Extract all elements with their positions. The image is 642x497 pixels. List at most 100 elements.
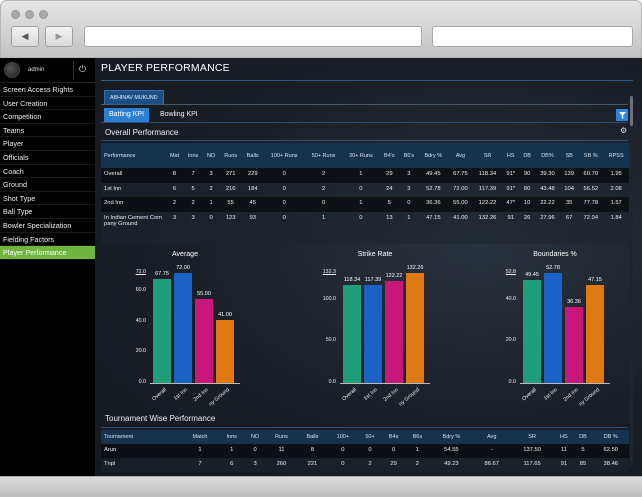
gear-icon[interactable]: ⚙ xyxy=(620,126,628,135)
column-header[interactable]: DB% xyxy=(534,143,560,168)
sidebar-item-bowler-specialization[interactable]: Bowler Specialization xyxy=(0,219,95,233)
tab-bowling-kpi[interactable]: Bowling KPI xyxy=(160,111,198,118)
avatar[interactable] xyxy=(4,62,20,78)
tab-batting-kpi[interactable]: Batting KPI xyxy=(104,108,150,122)
sidebar-item-user-creation[interactable]: User Creation xyxy=(0,97,95,111)
y-axis-tick: 0.0 xyxy=(508,379,516,385)
column-header[interactable]: B4s xyxy=(381,430,406,444)
sidebar-item-coach[interactable]: Coach xyxy=(0,165,95,179)
column-header[interactable]: Bdry % xyxy=(418,143,448,168)
table-cell: 55 xyxy=(219,197,242,212)
back-button[interactable]: ◀ xyxy=(11,26,39,47)
column-header[interactable]: Bdry % xyxy=(429,430,474,444)
scrollbar-track[interactable] xyxy=(630,96,633,466)
divider xyxy=(73,61,74,80)
table-cell: 7 xyxy=(183,168,203,183)
sidebar-item-player-performance[interactable]: Player Performance xyxy=(0,246,95,260)
sidebar-item-competition[interactable]: Competition xyxy=(0,110,95,124)
table-cell: 22.22 xyxy=(534,197,560,212)
sidebar-item-ground[interactable]: Ground xyxy=(0,178,95,192)
close-window-button[interactable] xyxy=(11,10,20,19)
column-header[interactable]: 30+ Runs xyxy=(342,143,380,168)
chart-bar[interactable] xyxy=(153,279,171,383)
sidebar-item-ball-type[interactable]: Ball Type xyxy=(0,205,95,219)
chart-bar[interactable] xyxy=(385,281,403,383)
column-header[interactable]: B6s xyxy=(405,430,430,444)
column-header[interactable]: HS xyxy=(502,143,520,168)
table-cell: 77.78 xyxy=(578,197,604,212)
chart-bar[interactable] xyxy=(523,279,541,383)
sidebar-item-shot-type[interactable]: Shot Type xyxy=(0,192,95,206)
table-row: 2nd Inn 2 2 1 55 45 0 0 1 5 0 36.36 55.00 122.22 47* 10… xyxy=(101,197,629,212)
sidebar-item-officials[interactable]: Officials xyxy=(0,151,95,165)
column-header[interactable]: Balls xyxy=(297,430,328,444)
table-cell: 6 xyxy=(218,458,245,472)
table-cell: 8 xyxy=(165,168,184,183)
column-header[interactable]: DB xyxy=(519,143,535,168)
column-header[interactable]: Match xyxy=(181,430,219,444)
table-cell: 27.96 xyxy=(534,211,560,244)
column-header[interactable]: SB % xyxy=(578,143,604,168)
column-header[interactable]: DB % xyxy=(592,430,629,444)
chart-bar[interactable] xyxy=(544,273,562,383)
chart-bar[interactable] xyxy=(343,284,361,383)
column-header[interactable]: 100+ xyxy=(327,430,359,444)
maximize-window-button[interactable] xyxy=(39,10,48,19)
filter-button[interactable] xyxy=(616,109,628,121)
tournament-performance-title: Tournament Wise Performance xyxy=(105,414,216,423)
scrollbar-thumb[interactable] xyxy=(630,96,633,126)
y-axis-tick: 20.0 xyxy=(505,337,516,344)
tab-player[interactable]: ABHINAV MUKUND xyxy=(104,90,164,104)
minimize-window-button[interactable] xyxy=(25,10,34,19)
column-header[interactable]: SR xyxy=(472,143,503,168)
column-header[interactable]: Inns xyxy=(218,430,245,444)
column-header[interactable]: SR xyxy=(509,430,555,444)
chart-bar[interactable] xyxy=(406,273,424,383)
column-header[interactable]: Avg xyxy=(473,430,510,444)
column-header[interactable]: Avg xyxy=(447,143,473,168)
table-cell: 3 xyxy=(183,211,203,244)
column-header[interactable]: Inns xyxy=(183,143,203,168)
sidebar-item-fielding-factors[interactable]: Fielding Factors xyxy=(0,233,95,247)
column-header[interactable]: HS xyxy=(554,430,574,444)
column-header[interactable]: Mat xyxy=(165,143,184,168)
sidebar-item-screen-access-rights[interactable]: Screen Access Rights xyxy=(0,83,95,97)
column-header[interactable]: DB xyxy=(573,430,593,444)
column-header[interactable]: 50+ Runs xyxy=(304,143,343,168)
table-cell: 3 xyxy=(165,211,184,244)
forward-button[interactable]: ▶ xyxy=(45,26,73,47)
chart-bar[interactable] xyxy=(216,320,234,383)
power-icon[interactable]: ⏻ xyxy=(79,64,87,74)
bar-value-label: 47.15 xyxy=(588,276,602,283)
table-cell: 1st Inn xyxy=(101,182,166,197)
divider xyxy=(101,140,628,141)
column-header[interactable]: SB xyxy=(559,143,579,168)
chart-bar[interactable] xyxy=(565,307,583,383)
bar-value-label: 67.75 xyxy=(155,271,169,278)
table-cell: 3 xyxy=(399,182,419,197)
sidebar-item-teams[interactable]: Teams xyxy=(0,124,95,138)
column-header[interactable]: Tournament xyxy=(101,430,182,444)
column-header[interactable]: Runs xyxy=(265,430,298,444)
browser-search-bar[interactable] xyxy=(432,26,633,47)
table-cell: 13 xyxy=(379,211,400,244)
column-header[interactable]: RPSS xyxy=(603,143,629,168)
column-header[interactable]: 100+ Runs xyxy=(263,143,305,168)
address-bar[interactable] xyxy=(84,26,422,47)
column-header[interactable]: 50+ xyxy=(358,430,382,444)
chart-bar[interactable] xyxy=(364,285,382,383)
table-cell: 3 xyxy=(244,458,266,472)
chart-bar[interactable] xyxy=(195,298,213,383)
column-header[interactable]: NO xyxy=(202,143,220,168)
column-header[interactable]: Performance xyxy=(101,143,166,168)
column-header[interactable]: B4's xyxy=(379,143,400,168)
column-header[interactable]: B6's xyxy=(399,143,419,168)
table-cell: 1 xyxy=(181,444,219,458)
table-cell: Overall xyxy=(101,168,166,183)
column-header[interactable]: Balls xyxy=(242,143,264,168)
chart-bar[interactable] xyxy=(586,284,604,383)
column-header[interactable]: Runs xyxy=(219,143,242,168)
sidebar-item-player[interactable]: Player xyxy=(0,137,95,151)
chart-bar[interactable] xyxy=(174,273,192,383)
column-header[interactable]: NO xyxy=(244,430,266,444)
